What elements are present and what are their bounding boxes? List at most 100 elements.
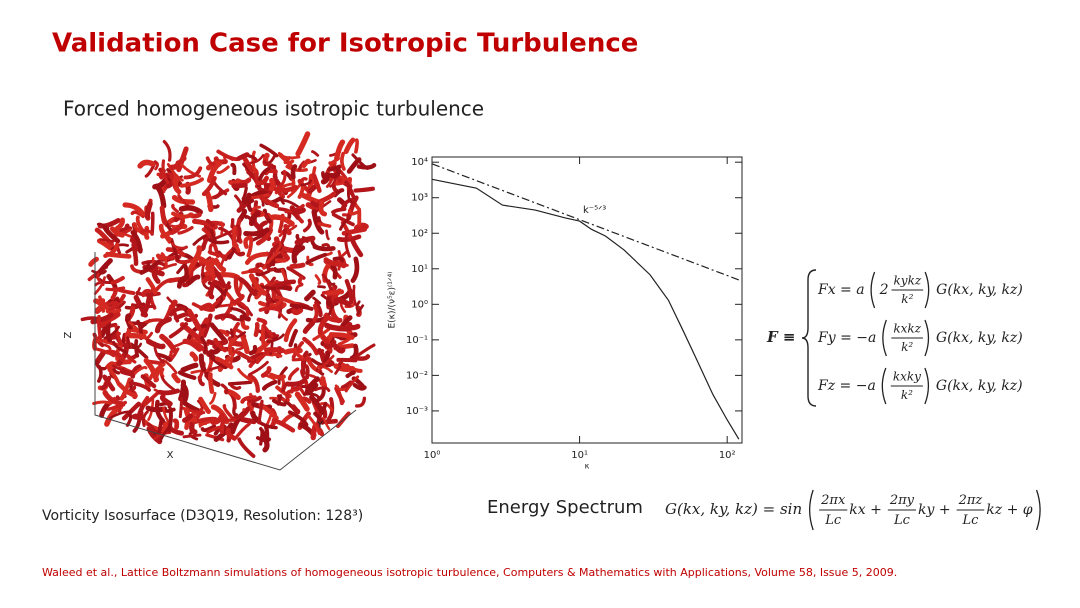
vortex-tube xyxy=(350,256,360,283)
vortex-tube xyxy=(248,273,268,296)
vortex-tube xyxy=(294,284,302,292)
vortex-tube xyxy=(259,195,280,209)
vortex-tube xyxy=(309,394,324,413)
vortex-tube xyxy=(270,214,295,227)
vortex-tube xyxy=(98,312,121,329)
vortex-tube xyxy=(183,166,203,180)
vortex-tube xyxy=(334,139,346,162)
vortex-tube xyxy=(251,150,257,174)
vortex-tube xyxy=(130,303,156,309)
brace xyxy=(801,269,817,407)
vortex-tube xyxy=(317,222,332,228)
vortex-tube xyxy=(255,436,272,443)
vortex-tube xyxy=(222,404,233,419)
vortex-tube xyxy=(304,289,316,302)
vortex-tube xyxy=(257,399,264,425)
vortex-tube xyxy=(207,237,230,245)
vortex-tube xyxy=(275,242,282,253)
vortex-tube xyxy=(186,323,208,341)
chart-caption: Energy Spectrum xyxy=(487,497,643,518)
vortex-tube xyxy=(230,306,248,317)
vortex-tube xyxy=(328,167,341,179)
vortex-tube xyxy=(237,208,248,223)
energy-spectrum-chart: 10⁰ 10¹ 10² 10⁴ 10³ 10² 10¹ 10⁰ 10⁻¹ 10⁻² 10⁻³ E(κ)… xyxy=(388,156,743,471)
vortex-tube xyxy=(186,274,201,286)
vortex-tube xyxy=(356,304,365,316)
vortex-tube xyxy=(350,237,364,258)
vortex-tube xyxy=(207,281,216,300)
vortex-tube xyxy=(160,375,176,392)
vortex-tube xyxy=(268,177,276,192)
vortex-tube xyxy=(108,293,126,312)
vortex-tube xyxy=(109,410,133,420)
vortex-tube xyxy=(255,269,271,277)
vortex-tube xyxy=(171,211,194,219)
vortex-tube xyxy=(334,361,344,375)
vortex-tube xyxy=(325,289,345,296)
slide-title: Validation Case for Isotropic Turbulence xyxy=(52,29,638,59)
vortex-tube xyxy=(315,388,326,403)
vortex-tube xyxy=(92,400,113,406)
vortex-tube xyxy=(298,177,308,184)
vortex-tube xyxy=(166,407,173,433)
vortex-tube xyxy=(102,390,126,407)
vortex-tube xyxy=(324,322,352,332)
vortex-tube xyxy=(99,238,115,243)
vortex-tube xyxy=(246,198,255,212)
vortex-tube xyxy=(273,245,283,252)
vortex-tube xyxy=(158,223,172,242)
vortex-tube xyxy=(317,315,330,336)
vortex-tube xyxy=(262,160,277,170)
fraction-numerator: kxkz xyxy=(893,322,921,336)
vortex-tube xyxy=(232,317,244,322)
vortex-tube xyxy=(297,275,304,287)
vortex-tube xyxy=(237,368,254,383)
vortex-tube xyxy=(139,259,161,275)
vortex-tube xyxy=(189,420,198,435)
vortex-tube xyxy=(340,151,346,171)
vortex-tube xyxy=(317,354,335,373)
vortex-tube xyxy=(258,306,281,312)
vortex-tube xyxy=(198,396,211,414)
vortex-tube xyxy=(140,374,157,389)
vortex-tube xyxy=(209,392,217,405)
vortex-tube xyxy=(136,404,145,419)
vortex-tube xyxy=(289,303,314,311)
vortex-tube xyxy=(259,182,270,194)
y-tick-label: 10⁻³ xyxy=(406,406,428,417)
vortex-tube xyxy=(340,380,353,390)
vortex-tube xyxy=(178,205,203,215)
row-lhs: Fz = −a xyxy=(817,378,876,394)
g-lhs: G(kx, ky, kz) = sin xyxy=(665,500,802,518)
vortex-tube xyxy=(248,268,264,275)
vortex-tube xyxy=(287,367,300,381)
vortex-tube xyxy=(287,410,309,427)
vortex-tube xyxy=(114,217,125,231)
vortex-tube xyxy=(120,332,127,345)
vortex-tube xyxy=(157,417,164,434)
vortex-tube xyxy=(110,276,125,285)
vortex-tube xyxy=(249,154,265,164)
vortex-tube xyxy=(158,263,177,272)
vortex-tube xyxy=(117,382,138,398)
vortex-tube xyxy=(182,433,202,439)
vortex-tube xyxy=(207,372,215,394)
vortex-tube xyxy=(180,163,202,178)
vortex-tube xyxy=(237,437,256,458)
vortex-tube xyxy=(301,158,312,169)
vortex-tube xyxy=(336,357,358,363)
row-prefactor: 2 xyxy=(879,282,889,298)
vortex-tube xyxy=(172,418,180,430)
vortex-tube xyxy=(306,414,321,435)
vortex-tube xyxy=(251,205,261,214)
vortex-tube xyxy=(266,333,285,343)
vortex-tube xyxy=(137,159,156,169)
y-tick-label: 10³ xyxy=(411,193,428,204)
vortex-tube xyxy=(154,316,172,334)
vortex-tube xyxy=(355,343,376,358)
vortex-tube xyxy=(97,314,103,340)
vortex-tube xyxy=(323,350,331,363)
vortex-tube xyxy=(343,137,356,155)
vortex-tube xyxy=(339,218,350,231)
vortex-tube xyxy=(182,413,194,423)
